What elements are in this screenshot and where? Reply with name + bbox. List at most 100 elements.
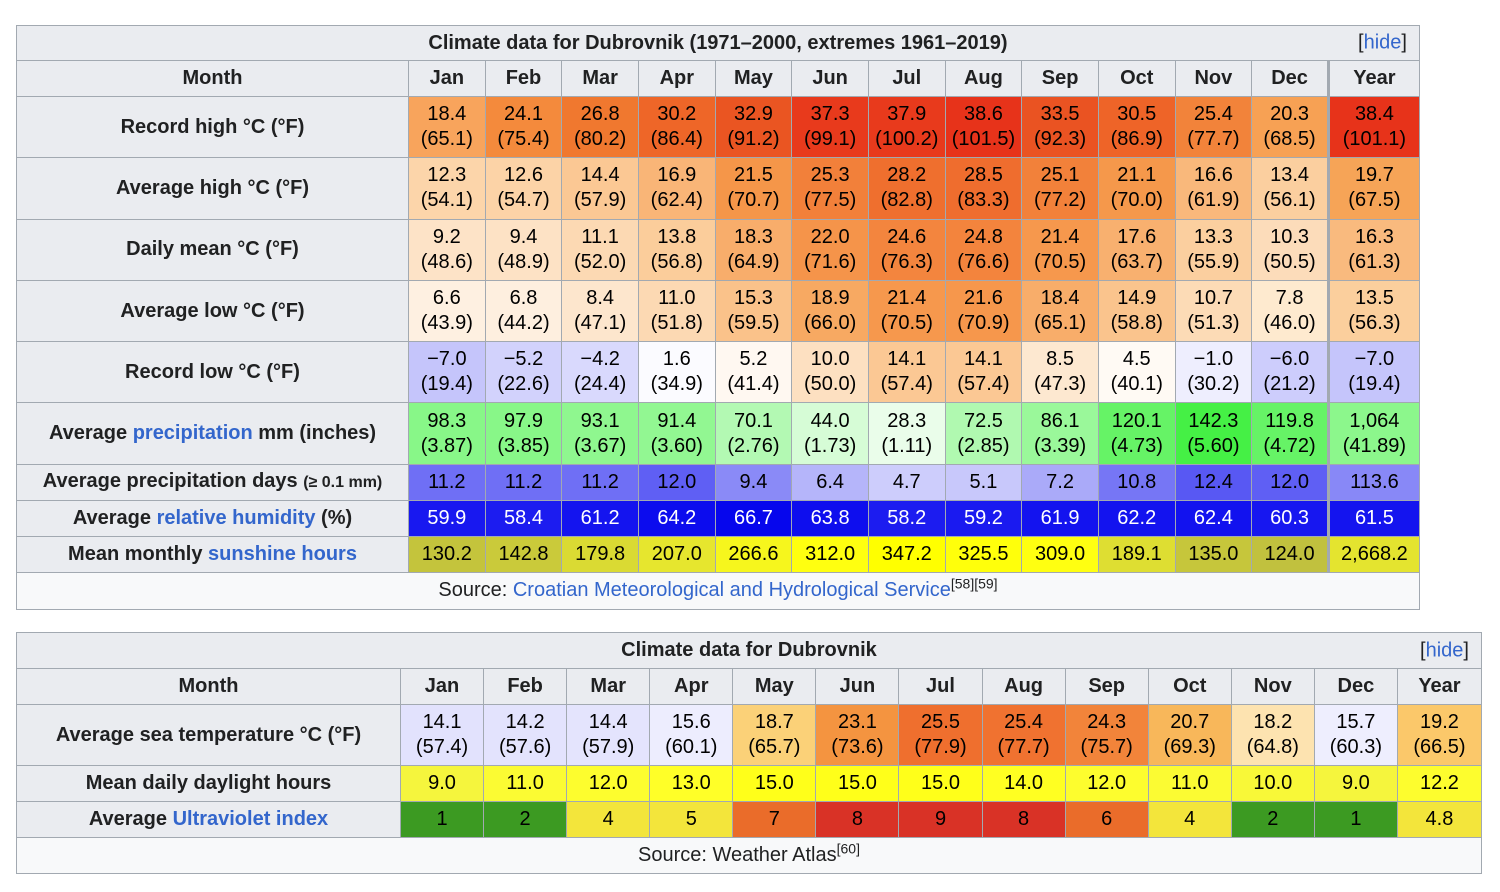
data-cell: 12.4 (1174, 463, 1253, 501)
data-cell: 18.4 (65.1) (408, 95, 486, 159)
fahrenheit-value: (61.3) (1348, 250, 1401, 273)
cell-value: 347.2 (881, 542, 932, 565)
data-cell: 30.5 (86.9) (1097, 95, 1176, 159)
cell-value: 62.2 (1117, 506, 1157, 529)
celsius-value: 18.7 (754, 711, 794, 733)
link[interactable]: hide (1363, 31, 1402, 54)
data-cell: 14.1 (57.4) (399, 704, 485, 766)
data-row: Average low °C (°F) 6.6 (43.9) 6.8 (44.2) 8.4… (16, 279, 1420, 343)
data-cell: 32.9 (91.2) (714, 95, 793, 159)
data-cell: 63.8 (791, 499, 869, 537)
data-cell: 12.6 (54.7) (484, 157, 563, 220)
data-row: Average Ultraviolet index 1 2 4 5 7 8 9 8 6 4 2 1 4.8 (16, 801, 1482, 838)
title-text: Climate data for Dubrovnik (621, 639, 877, 661)
data-cell: 11.2 (484, 463, 563, 501)
celsius-value: 5.2 (739, 348, 768, 371)
celsius-value: 21.4 (1040, 225, 1080, 248)
cell-value: 9.0 (1341, 772, 1370, 794)
link[interactable]: relative humidity (156, 506, 316, 529)
column-header: Nov (1174, 60, 1253, 97)
celsius-value: 1.6 (662, 348, 691, 371)
link[interactable]: sunshine hours (208, 542, 357, 565)
data-cell: 93.1 (3.67) (561, 402, 639, 465)
column-header: Jul (867, 60, 946, 97)
header-row: Month Jan Feb Mar Apr May Jun Jul Aug Sep Oct Nov De… (16, 668, 1482, 705)
data-cell: 15.3 (59.5) (714, 279, 793, 343)
hide-toggle[interactable]: [hide] (1358, 31, 1407, 56)
text: Average (72, 506, 157, 529)
fahrenheit-value: (24.4) (574, 373, 627, 396)
cell-value: 7 (768, 808, 780, 830)
column-header: Nov (1230, 668, 1315, 705)
celsius-value: 14.1 (422, 711, 462, 733)
fahrenheit-value: (64.8) (1246, 736, 1299, 758)
title-text: Climate data for Dubrovnik (1971–2000, e… (428, 31, 1008, 54)
row-label: Average high °C (°F) (16, 157, 409, 220)
fahrenheit-value: (50.5) (1263, 250, 1316, 273)
celsius-value: 19.2 (1419, 711, 1459, 733)
fahrenheit-value: (62.4) (650, 189, 703, 212)
cell-value: 6.4 (816, 470, 845, 493)
column-header: Year (1326, 60, 1420, 97)
data-cell: 266.6 (714, 535, 793, 573)
data-cell: 15.0 (732, 765, 817, 802)
celsius-value: 6.6 (432, 287, 461, 310)
cell-value: 58.4 (504, 506, 543, 529)
cell-value: 2 (519, 808, 531, 830)
data-cell: 18.3 (64.9) (714, 218, 793, 281)
data-cell: 4 (566, 801, 651, 838)
celsius-value: 13.8 (657, 225, 697, 248)
cell-value: 9 (934, 808, 947, 830)
fahrenheit-value: (63.7) (1110, 250, 1163, 273)
data-cell: 91.4 (3.60) (637, 402, 716, 465)
data-cell: 9 (898, 801, 983, 838)
hide-toggle[interactable]: [hide] (1420, 638, 1469, 663)
text: ] (1463, 639, 1469, 661)
data-cell: 25.5 (77.9) (898, 704, 983, 766)
celsius-value: 15.6 (671, 711, 711, 733)
celsius-value: 16.3 (1354, 225, 1394, 248)
data-cell: 25.3 (77.5) (791, 157, 869, 220)
data-cell: 7 (732, 801, 817, 838)
cell-value: 59.9 (427, 506, 467, 529)
text: Average low °C (°F) (120, 299, 305, 322)
data-cell: 23.1 (73.6) (815, 704, 900, 766)
data-cell: 207.0 (637, 535, 716, 573)
link[interactable]: Ultraviolet index (172, 808, 329, 830)
data-cell: 21.4 (70.5) (867, 279, 946, 343)
text: ] (1401, 31, 1407, 54)
text: Mean daily daylight hours (85, 772, 332, 794)
fahrenheit-value: (55.9) (1187, 250, 1240, 273)
cell-value: 4 (602, 808, 614, 830)
data-cell: 12.0 (1064, 765, 1149, 802)
cell-value: 189.1 (1111, 542, 1162, 565)
data-cell: 18.9 (66.0) (791, 279, 869, 343)
link[interactable]: hide (1425, 639, 1464, 661)
cell-value: 5.1 (969, 470, 998, 493)
fahrenheit-value: (80.2) (574, 128, 627, 151)
fahrenheit-value: (19.4) (420, 373, 473, 396)
title-row: Climate data for Dubrovnik [hide] (16, 632, 1482, 669)
data-cell: 58.4 (484, 499, 563, 537)
fahrenheit-value: (44.2) (497, 312, 550, 335)
cell-value: 10.0 (1253, 772, 1293, 794)
link[interactable]: precipitation (132, 422, 253, 445)
data-cell: 14.9 (58.8) (1097, 279, 1176, 343)
data-cell: 28.2 (82.8) (867, 157, 946, 220)
data-cell: 21.4 (70.5) (1021, 218, 1099, 281)
celsius-value: 14.2 (505, 711, 545, 733)
fahrenheit-value: (56.8) (650, 250, 703, 273)
data-cell: 189.1 (1097, 535, 1176, 573)
data-cell: 37.9 (100.2) (867, 95, 946, 159)
fahrenheit-value: (21.2) (1263, 373, 1316, 396)
column-header: Jun (791, 60, 869, 97)
link[interactable]: Croatian Meteorological and Hydrological… (512, 579, 951, 602)
data-cell: 119.8 (4.72) (1251, 402, 1329, 465)
data-cell: 25.4 (77.7) (981, 704, 1066, 766)
data-cell: 11.0 (483, 765, 568, 802)
fahrenheit-value: (65.1) (1033, 312, 1087, 335)
data-cell: −7.0 (19.4) (1326, 341, 1420, 404)
data-cell: 97.9 (3.85) (484, 402, 563, 465)
fahrenheit-value: (67.5) (1348, 189, 1401, 212)
